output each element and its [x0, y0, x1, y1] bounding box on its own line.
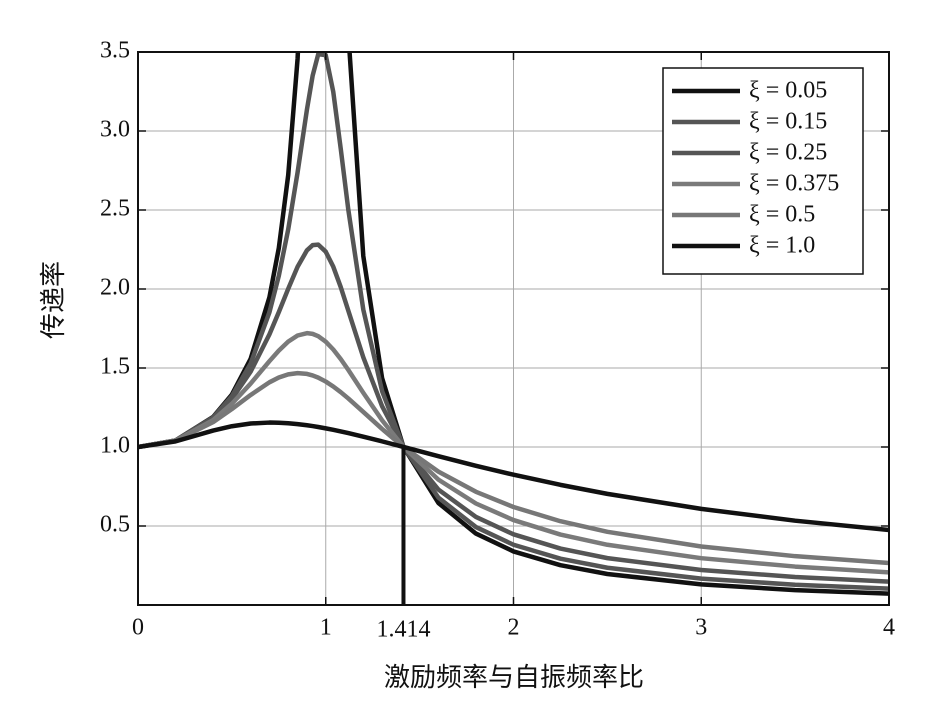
- legend-label: ξ = 0.5: [749, 202, 815, 228]
- legend-box: [662, 67, 864, 275]
- y-tick-label: 0.5: [100, 512, 130, 538]
- x-tick-label: 1: [320, 615, 332, 641]
- y-tick-label: 3.5: [100, 38, 130, 64]
- plot-area: [138, 52, 889, 596]
- annotation-label: 1.414: [376, 617, 430, 643]
- x-tick-label: 2: [508, 615, 520, 641]
- y-tick-label: 1.0: [100, 433, 130, 459]
- y-tick-label: 1.5: [100, 354, 130, 380]
- legend-label: ξ = 0.05: [749, 78, 827, 104]
- legend-label: ξ = 0.15: [749, 109, 827, 135]
- series-line: [138, 330, 889, 575]
- x-tick-label: 3: [695, 615, 707, 641]
- y-tick-label: 3.0: [100, 117, 130, 143]
- plot-frame: [137, 51, 890, 606]
- series-line: [138, 52, 889, 591]
- x-axis-label: 激励频率与自振频率比: [384, 663, 644, 692]
- x-tick-label: 0: [132, 615, 144, 641]
- y-axis-label: 传递率: [39, 261, 68, 339]
- series-line: [138, 370, 889, 566]
- legend-label: ξ = 1.0: [749, 233, 815, 259]
- x-tick-label: 4: [883, 615, 895, 641]
- legend-label: ξ = 0.375: [749, 171, 839, 197]
- y-tick-label: 2.0: [100, 275, 130, 301]
- series-line: [138, 52, 889, 596]
- series-line: [138, 242, 889, 584]
- series-line: [138, 420, 889, 533]
- y-tick-label: 2.5: [100, 196, 130, 222]
- legend: ξ = 0.05 ξ = 0.15 ξ = 0.25 ξ = 0.375 ξ = 0.5…: [662, 67, 864, 275]
- legend-label: ξ = 0.25: [749, 140, 827, 166]
